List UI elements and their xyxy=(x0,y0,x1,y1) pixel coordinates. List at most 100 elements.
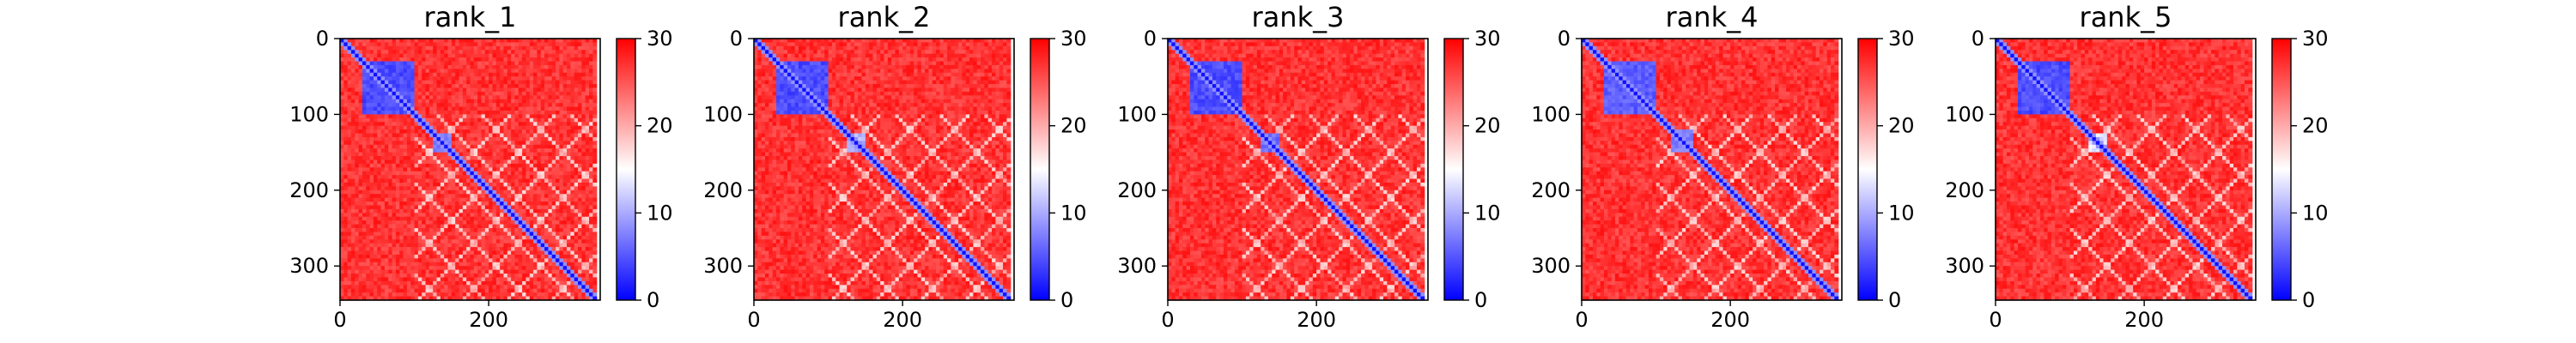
heatmap-cell xyxy=(514,274,519,279)
heatmap-cell xyxy=(574,117,579,123)
heatmap-cell xyxy=(518,84,523,89)
heatmap-cell xyxy=(428,42,434,47)
heatmap-cell xyxy=(406,114,411,119)
heatmap-cell xyxy=(350,269,355,274)
heatmap-cell xyxy=(589,280,594,286)
heatmap-cell xyxy=(484,117,489,123)
heatmap-cell xyxy=(865,42,870,47)
heatmap-cell xyxy=(500,178,505,184)
heatmap-cell xyxy=(526,243,531,248)
heatmap-cell xyxy=(444,69,449,74)
heatmap-cell xyxy=(366,117,371,123)
heatmap-cell xyxy=(489,133,494,138)
heatmap-cell xyxy=(347,53,352,58)
heatmap-cell xyxy=(544,117,550,123)
heatmap-cell xyxy=(581,69,586,74)
heatmap-cell xyxy=(551,266,556,271)
heatmap-cell xyxy=(440,125,445,130)
heatmap-cell xyxy=(388,247,393,252)
heatmap-cell xyxy=(477,228,483,233)
heatmap-cell xyxy=(366,76,371,81)
heatmap-cell xyxy=(347,167,352,172)
heatmap-cell xyxy=(529,144,534,149)
heatmap-cell xyxy=(533,50,538,55)
heatmap-cell xyxy=(511,42,516,47)
heatmap-cell xyxy=(895,39,900,44)
heatmap-cell xyxy=(562,125,568,130)
heatmap-cell xyxy=(447,266,453,271)
heatmap-cell xyxy=(425,114,430,119)
heatmap-cell xyxy=(544,87,550,93)
heatmap-cell xyxy=(592,76,598,81)
heatmap-cell xyxy=(585,224,590,229)
heatmap-cell xyxy=(540,208,545,214)
heatmap-cell xyxy=(436,228,441,233)
heatmap-cell xyxy=(436,288,441,293)
heatmap-cell xyxy=(459,95,464,100)
heatmap-cell xyxy=(417,194,422,199)
heatmap-cell xyxy=(403,292,408,298)
heatmap-cell xyxy=(455,69,460,74)
heatmap-cell xyxy=(481,159,486,165)
heatmap-cell xyxy=(459,156,464,161)
heatmap-cell xyxy=(340,213,344,218)
heatmap-cell xyxy=(511,159,516,165)
heatmap-cell xyxy=(522,182,527,187)
heatmap-cell xyxy=(522,141,527,146)
heatmap-cell xyxy=(350,156,355,161)
heatmap-cell xyxy=(428,280,434,286)
heatmap-cell xyxy=(455,152,460,157)
heatmap-cell xyxy=(428,133,434,138)
heatmap-cell xyxy=(589,288,594,293)
heatmap-cell xyxy=(854,45,859,51)
heatmap-cell xyxy=(592,182,598,187)
heatmap-cell xyxy=(366,288,371,293)
heatmap-cell xyxy=(798,39,803,44)
heatmap-cell xyxy=(388,224,393,229)
heatmap-cell xyxy=(529,39,534,44)
heatmap-cell xyxy=(522,247,527,252)
heatmap-cell xyxy=(347,266,352,271)
heatmap-cell xyxy=(473,224,478,229)
heatmap-cell xyxy=(425,61,430,66)
heatmap-cell xyxy=(537,57,542,63)
heatmap-cell xyxy=(936,45,941,51)
heatmap-cell xyxy=(425,133,430,138)
heatmap-cell xyxy=(433,106,438,111)
heatmap-cell xyxy=(447,243,453,248)
heatmap-cell xyxy=(559,274,564,279)
heatmap-cell xyxy=(556,61,561,66)
heatmap-cell xyxy=(578,197,583,202)
heatmap-cell xyxy=(361,42,367,47)
heatmap-cell xyxy=(500,262,505,267)
heatmap-cell xyxy=(373,61,378,66)
heatmap-cell xyxy=(578,292,583,298)
heatmap-cell xyxy=(529,235,534,240)
heatmap-cell xyxy=(477,235,483,240)
heatmap-cell xyxy=(581,45,586,51)
heatmap-cell xyxy=(484,148,489,153)
heatmap-cell xyxy=(484,50,489,55)
heatmap-cell xyxy=(526,110,531,116)
heatmap-cell xyxy=(585,167,590,172)
heatmap-cell xyxy=(466,274,471,279)
heatmap-cell xyxy=(518,57,523,63)
heatmap-cell xyxy=(473,247,478,252)
heatmap-cell xyxy=(444,224,449,229)
heatmap-cell xyxy=(540,171,545,176)
heatmap-cell xyxy=(769,45,774,51)
heatmap-cell xyxy=(340,232,344,237)
heatmap-cell xyxy=(392,141,397,146)
x-tick-label: 200 xyxy=(469,308,508,332)
heatmap-cell xyxy=(414,220,419,226)
heatmap-cell xyxy=(433,216,438,221)
heatmap-cell xyxy=(447,133,453,138)
heatmap-cell xyxy=(544,235,550,240)
heatmap-cell xyxy=(581,194,586,199)
heatmap-cell xyxy=(484,274,489,279)
heatmap-cell xyxy=(425,247,430,252)
heatmap-cell xyxy=(540,296,545,301)
heatmap-cell xyxy=(567,220,572,226)
heatmap-cell xyxy=(585,45,590,51)
heatmap-cell xyxy=(451,61,456,66)
